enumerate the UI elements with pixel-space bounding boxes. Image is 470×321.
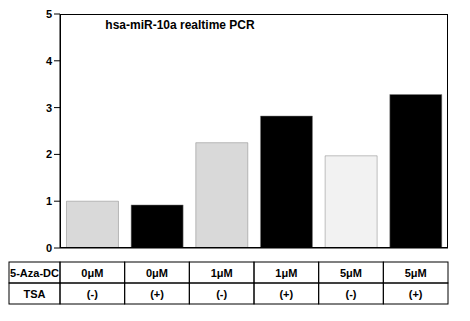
svg-text:TSA: TSA: [24, 288, 46, 300]
svg-text:0: 0: [46, 242, 52, 254]
svg-text:3: 3: [46, 102, 52, 114]
svg-text:1μM: 1μM: [275, 267, 297, 279]
svg-text:1μM: 1μM: [211, 267, 233, 279]
svg-text:4: 4: [46, 55, 53, 67]
svg-text:(-): (-): [87, 288, 98, 300]
svg-text:(+): (+): [150, 288, 164, 300]
svg-text:(-): (-): [346, 288, 357, 300]
svg-text:(-): (-): [216, 288, 227, 300]
svg-text:1: 1: [46, 195, 52, 207]
svg-text:(+): (+): [279, 288, 293, 300]
svg-text:5: 5: [46, 8, 52, 20]
svg-text:5μM: 5μM: [405, 267, 427, 279]
svg-text:2: 2: [46, 148, 52, 160]
svg-text:5μM: 5μM: [340, 267, 362, 279]
svg-text:0μM: 0μM: [81, 267, 103, 279]
svg-text:(+): (+): [409, 288, 423, 300]
svg-text:5-Aza-DC: 5-Aza-DC: [10, 267, 59, 279]
svg-text:0μM: 0μM: [146, 267, 168, 279]
html-text:hsa-miR-10a realtime PCR: hsa-miR-10a realtime PCR: [105, 18, 255, 32]
